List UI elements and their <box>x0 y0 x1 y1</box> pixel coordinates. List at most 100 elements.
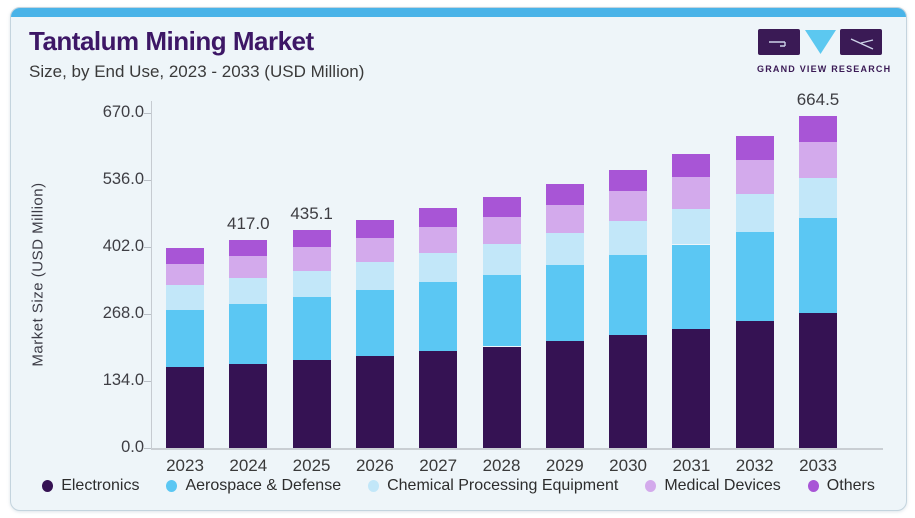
legend-item: Electronics <box>42 477 139 495</box>
bar-segment-chemical-processing-equipment <box>355 262 394 291</box>
x-tick-label: 2032 <box>735 456 774 475</box>
bar-segment-aerospace-defense <box>229 303 268 364</box>
bar-segment-medical-devices <box>672 176 711 209</box>
legend-label: Others <box>826 477 875 494</box>
bar-segment-electronics <box>735 321 774 448</box>
legend-dot-icon <box>42 480 54 492</box>
y-axis-title: Market Size (USD Million) <box>29 182 47 367</box>
bar-segment-medical-devices <box>166 263 204 286</box>
bar-segment-medical-devices <box>609 191 648 222</box>
legend-item: Medical Devices <box>645 477 781 495</box>
bar-segment-aerospace-defense <box>735 231 774 322</box>
bar-segment-electronics <box>166 367 204 448</box>
y-axis-line <box>151 101 152 449</box>
y-tick-label: 670.0 <box>102 103 144 121</box>
bar-segment-chemical-processing-equipment <box>799 177 837 219</box>
bar-segment-others <box>672 153 711 177</box>
chart-header: Tantalum Mining Market Size, by End Use,… <box>29 26 364 82</box>
bar-segment-electronics <box>609 335 648 448</box>
x-tick-label: 2029 <box>545 456 584 475</box>
chart-subtitle: Size, by End Use, 2023 - 2033 (USD Milli… <box>29 62 365 81</box>
chart-card: Tantalum Mining Market Size, by End Use,… <box>10 7 907 511</box>
legend-label: Aerospace & Defense <box>185 477 342 494</box>
bar-segment-medical-devices <box>292 247 331 271</box>
bar-segment-aerospace-defense <box>672 244 711 329</box>
y-tick-mark <box>144 448 151 449</box>
bar-segment-chemical-processing-equipment <box>292 270 331 298</box>
legend-label: Electronics <box>61 477 140 494</box>
bar-segment-aerospace-defense <box>166 309 204 368</box>
legend-label: Medical Devices <box>664 477 781 494</box>
bar-segment-medical-devices <box>799 141 837 178</box>
bar-segment-chemical-processing-equipment <box>482 243 521 275</box>
legend-item: Chemical Processing Equipment <box>368 477 618 495</box>
page-title: Tantalum Mining Market <box>29 26 314 56</box>
bar-segment-aerospace-defense <box>482 274 521 347</box>
bar-segment-aerospace-defense <box>292 297 331 360</box>
bar-total-label: 435.1 <box>290 204 333 224</box>
gvr-logo-icon <box>758 29 882 55</box>
chart-legend: Electronics Aerospace & Defense Chemical P… <box>11 477 906 495</box>
y-tick-label: 402.0 <box>102 237 144 255</box>
x-tick-label: 2024 <box>229 456 268 475</box>
bar-segment-others <box>545 184 584 205</box>
y-tick-mark <box>144 247 151 248</box>
bar-segment-electronics <box>419 350 458 448</box>
bar-segment-electronics <box>482 346 521 448</box>
bar-segment-electronics <box>229 363 268 448</box>
bar-segment-medical-devices <box>482 216 521 244</box>
bar-total-label: 417.0 <box>227 213 270 233</box>
x-tick-label: 2028 <box>482 456 521 475</box>
x-tick-label: 2031 <box>672 456 711 475</box>
bar-segment-aerospace-defense <box>419 281 458 351</box>
x-axis-line <box>151 448 883 450</box>
x-tick-label: 2026 <box>355 456 394 475</box>
x-tick-label: 2027 <box>419 456 458 475</box>
bar-segment-electronics <box>292 359 331 448</box>
chart-plot-area: Market Size (USD Million) 0.0 134.0 268.0 4… <box>11 8 906 510</box>
legend-dot-icon <box>807 480 819 492</box>
bar-segment-others <box>229 239 268 256</box>
bar-segment-others <box>735 135 774 160</box>
bar-segment-chemical-processing-equipment <box>672 208 711 245</box>
y-tick-label: 0.0 <box>121 438 144 456</box>
bar-segment-electronics <box>545 341 584 448</box>
bar-segment-medical-devices <box>545 204 584 234</box>
legend-dot-icon <box>166 480 178 492</box>
bar-segment-others <box>355 219 394 238</box>
bar-segment-medical-devices <box>355 237 394 263</box>
logo-text: GRAND VIEW RESEARCH <box>757 64 892 74</box>
legend-item: Others <box>807 477 875 495</box>
bar-segment-others <box>419 208 458 227</box>
y-tick-label: 268.0 <box>102 304 144 322</box>
x-tick-label: 2033 <box>799 456 837 475</box>
x-tick-label: 2023 <box>166 456 204 475</box>
y-tick-label: 536.0 <box>102 170 144 188</box>
y-tick-mark <box>144 314 151 315</box>
y-tick-mark <box>144 113 151 114</box>
bar-segment-chemical-processing-equipment <box>166 285 204 310</box>
bar-segment-medical-devices <box>735 159 774 194</box>
top-accent-bar <box>11 8 906 17</box>
legend-label: Chemical Processing Equipment <box>387 477 619 494</box>
bar-segment-aerospace-defense <box>355 290 394 356</box>
bar-segment-others <box>292 230 331 248</box>
bar-segment-chemical-processing-equipment <box>735 193 774 232</box>
x-tick-label: 2025 <box>292 456 331 475</box>
bar-segment-electronics <box>799 313 837 448</box>
legend-dot-icon <box>368 480 380 492</box>
bar-segment-chemical-processing-equipment <box>609 221 648 256</box>
bar-segment-electronics <box>355 355 394 448</box>
legend-item: Aerospace & Defense <box>166 477 341 495</box>
bar-segment-others <box>799 115 837 142</box>
y-tick-mark <box>144 381 151 382</box>
y-tick-label: 134.0 <box>102 371 144 389</box>
bar-segment-others <box>609 169 648 192</box>
bar-segment-aerospace-defense <box>799 218 837 314</box>
bar-segment-aerospace-defense <box>609 255 648 336</box>
bar-segment-chemical-processing-equipment <box>419 252 458 282</box>
y-tick-mark <box>144 180 151 181</box>
bar-segment-medical-devices <box>229 255 268 279</box>
bar-total-label: 664.5 <box>796 89 840 109</box>
bar-segment-chemical-processing-equipment <box>229 278 268 304</box>
